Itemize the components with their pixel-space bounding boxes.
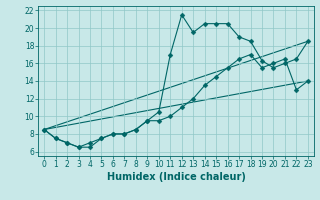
X-axis label: Humidex (Indice chaleur): Humidex (Indice chaleur) [107, 172, 245, 182]
